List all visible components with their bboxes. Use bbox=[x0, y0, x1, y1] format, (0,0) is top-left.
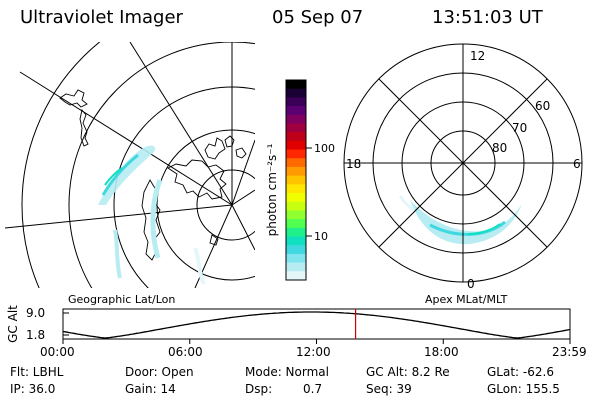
seq-info: Seq: 39 bbox=[366, 382, 412, 396]
mode-info: Mode: Normal bbox=[245, 365, 329, 379]
colorbar-segment bbox=[286, 140, 306, 151]
gc-alt-info: GC Alt: 8.2 Re bbox=[366, 365, 450, 379]
dsp-label: Dsp: bbox=[245, 382, 273, 396]
mlat-label-70: 70 bbox=[512, 121, 527, 135]
altitude-strip: 9.0 1.8 GC Alt bbox=[6, 305, 571, 344]
mlat-label-80: 80 bbox=[492, 141, 507, 155]
coastlines bbox=[59, 89, 247, 261]
colorbar-segment bbox=[286, 123, 306, 133]
mlt-label-6: 6 bbox=[573, 157, 581, 171]
colorbar-segment bbox=[286, 114, 306, 124]
flt-info: Flt: LBHL bbox=[10, 365, 64, 379]
polar-grid bbox=[343, 43, 583, 283]
colorbar-segment bbox=[286, 166, 306, 177]
colorbar-segment bbox=[286, 193, 306, 203]
x-tick-label-0000: 00:00 bbox=[40, 345, 75, 359]
colorbar-segment bbox=[286, 210, 306, 220]
colorbar-segment bbox=[286, 132, 306, 142]
time-label: 13:51:03 UT bbox=[432, 7, 543, 28]
y-tick-label-1.8: 1.8 bbox=[26, 328, 45, 342]
mlt-label-12: 12 bbox=[470, 49, 485, 63]
polar-panel-caption: Apex MLat/MLT bbox=[425, 293, 508, 306]
colorbar-scale bbox=[286, 80, 306, 281]
colorbar-segment bbox=[286, 88, 306, 98]
x-tick-label-0600: 06:00 bbox=[168, 345, 203, 359]
x-tick-label-1200: 12:00 bbox=[296, 345, 331, 359]
colorbar-segment bbox=[286, 201, 306, 211]
colorbar-segment bbox=[286, 219, 306, 229]
mlt-label-0: 0 bbox=[467, 277, 475, 291]
date-label: 05 Sep 07 bbox=[272, 7, 364, 28]
door-info: Door: Open bbox=[125, 365, 194, 379]
colorbar-segment bbox=[286, 245, 306, 255]
colorbar-segment bbox=[286, 271, 306, 281]
polar-labels: 12 18 6 0 80 70 60 bbox=[346, 49, 581, 291]
colorbar: 100 10 photon cm⁻²s⁻¹ bbox=[265, 79, 335, 281]
colorbar-segment bbox=[286, 149, 306, 159]
altitude-curve bbox=[62, 311, 571, 339]
colorbar-segment bbox=[286, 106, 306, 116]
colorbar-segment bbox=[286, 236, 306, 246]
glon-info: GLon: 155.5 bbox=[487, 382, 560, 396]
colorbar-tick-label-10: 10 bbox=[314, 230, 328, 243]
glat-info: GLat: -62.6 bbox=[487, 365, 554, 379]
colorbar-segment bbox=[286, 158, 306, 168]
geo-panel-caption: Geographic Lat/Lon bbox=[68, 293, 176, 306]
instrument-title: Ultraviolet Imager bbox=[20, 7, 183, 28]
polar-plot: 12 18 6 0 80 70 60 bbox=[343, 43, 583, 291]
gain-info: Gain: 14 bbox=[125, 382, 176, 396]
x-tick-label-2359: 23:59 bbox=[552, 345, 587, 359]
colorbar-segment bbox=[286, 253, 306, 264]
time-axis-ticks bbox=[62, 339, 571, 344]
colorbar-segment bbox=[286, 184, 306, 194]
colorbar-tick-label-100: 100 bbox=[314, 142, 335, 155]
dsp-value: 0.7 bbox=[303, 382, 323, 396]
colorbar-unit-label: photon cm⁻²s⁻¹ bbox=[265, 143, 279, 236]
colorbar-segment bbox=[286, 80, 306, 90]
colorbar-segment bbox=[286, 227, 306, 238]
mlat-label-60: 60 bbox=[535, 99, 550, 113]
colorbar-segment bbox=[286, 175, 306, 185]
y-tick-label-9: 9.0 bbox=[26, 306, 45, 320]
gc-alt-axis-label: GC Alt bbox=[6, 305, 20, 343]
geographic-map bbox=[5, 42, 255, 288]
colorbar-segment bbox=[286, 262, 306, 272]
polar-aurora bbox=[398, 195, 522, 245]
aurora-emission-geo bbox=[98, 145, 206, 285]
ip-info: IP: 36.0 bbox=[10, 382, 56, 396]
colorbar-segment bbox=[286, 97, 306, 107]
mlt-label-18: 18 bbox=[346, 157, 361, 171]
x-tick-label-1800: 18:00 bbox=[424, 345, 459, 359]
